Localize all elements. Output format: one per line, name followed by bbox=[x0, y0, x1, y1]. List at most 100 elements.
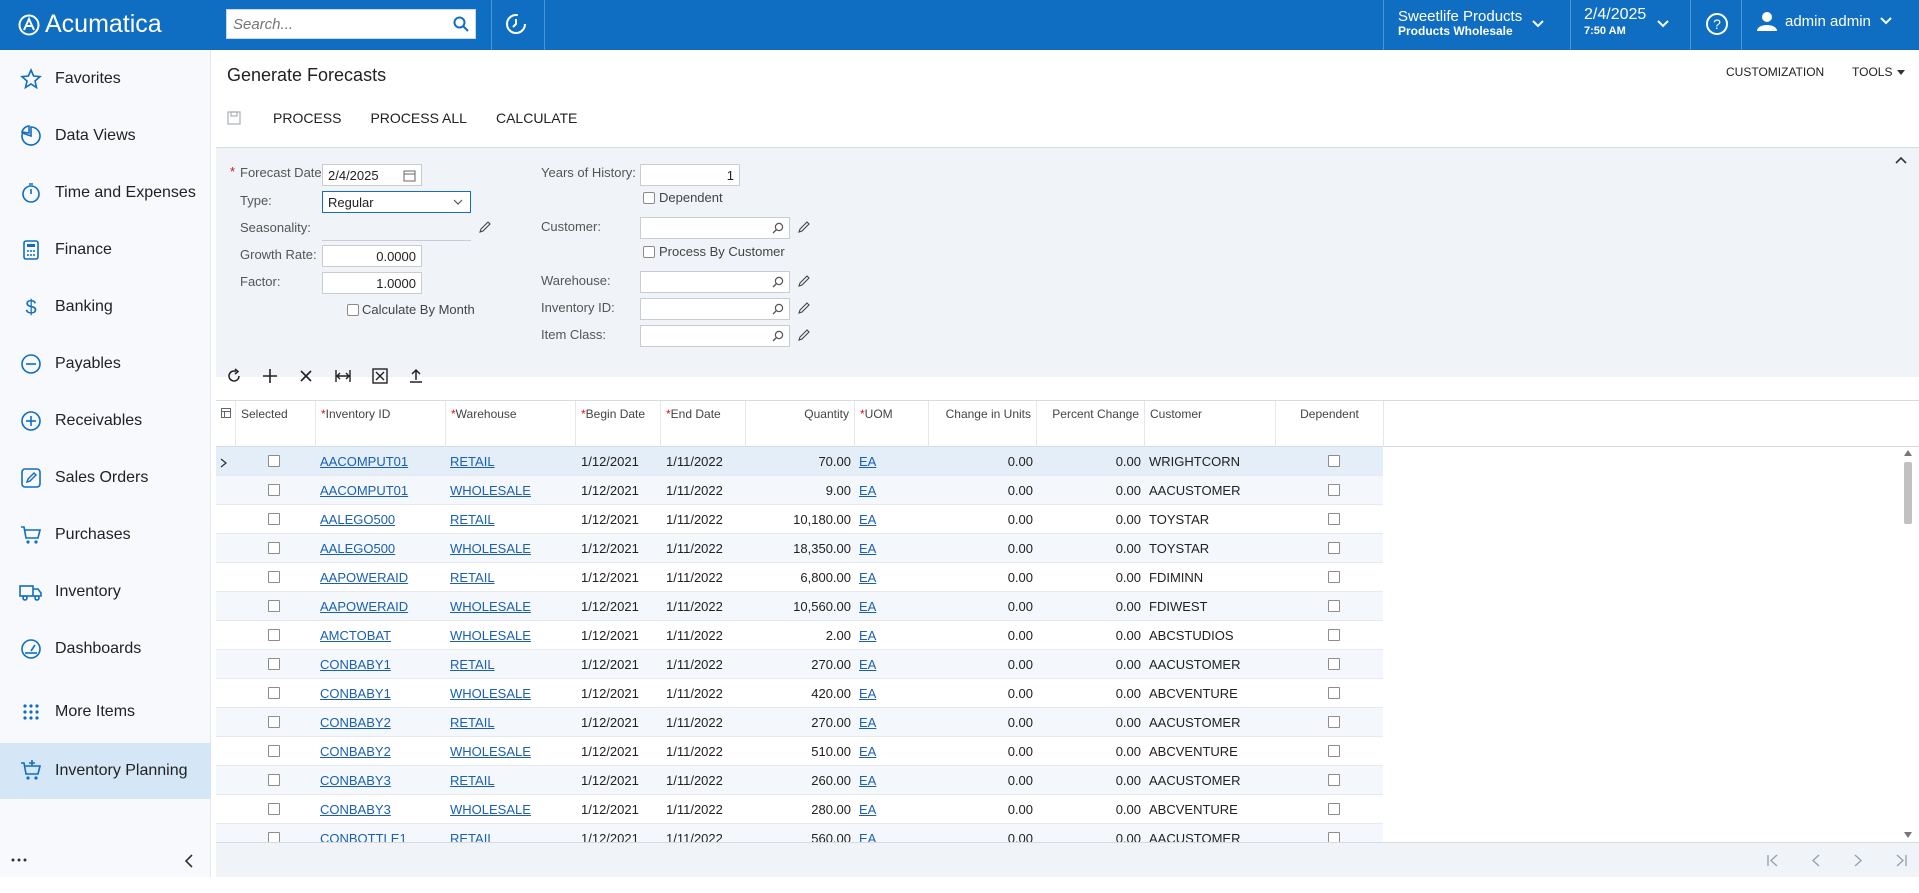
add-row-icon[interactable] bbox=[262, 368, 278, 384]
inventory-id-link[interactable]: AAPOWERAID bbox=[320, 570, 409, 585]
search-icon[interactable] bbox=[772, 276, 784, 288]
table-row[interactable]: AACOMPUT01 WHOLESALE 1/12/2021 1/11/2022 9.0… bbox=[216, 476, 1383, 505]
row-dependent-checkbox[interactable] bbox=[1328, 832, 1340, 842]
customer-field[interactable] bbox=[640, 217, 790, 239]
table-row[interactable]: CONBABY2 WHOLESALE 1/12/2021 1/11/2022 510.0… bbox=[216, 737, 1383, 766]
row-select-checkbox[interactable] bbox=[268, 832, 280, 842]
warehouse-link[interactable]: RETAIL bbox=[450, 657, 495, 672]
table-row[interactable]: CONBOTTLE1 RETAIL 1/12/2021 1/11/2022 560.00… bbox=[216, 824, 1383, 842]
edit-icon[interactable] bbox=[798, 274, 811, 287]
inventory-id-cell[interactable]: AALEGO500 bbox=[320, 541, 395, 556]
inventory-id-cell[interactable]: CONBABY1 bbox=[320, 686, 391, 701]
warehouse-link[interactable]: RETAIL bbox=[450, 715, 495, 730]
table-row[interactable]: CONBABY2 RETAIL 1/12/2021 1/11/2022 270.00 EA… bbox=[216, 708, 1383, 737]
export-excel-icon[interactable] bbox=[372, 368, 388, 384]
inventory-id-cell[interactable]: CONBABY3 bbox=[320, 773, 391, 788]
warehouse-cell[interactable]: WHOLESALE bbox=[450, 541, 531, 556]
calc-by-month-checkbox[interactable] bbox=[347, 304, 359, 316]
sidebar-item-sales-orders[interactable]: Sales Orders bbox=[0, 450, 211, 506]
search-box[interactable] bbox=[226, 9, 476, 39]
inventory-id-cell[interactable]: AAPOWERAID bbox=[320, 570, 408, 585]
uom-link[interactable]: EA bbox=[859, 657, 877, 672]
search-icon[interactable] bbox=[772, 303, 784, 315]
row-select-checkbox[interactable] bbox=[268, 455, 280, 467]
table-row[interactable]: AMCTOBAT WHOLESALE 1/12/2021 1/11/2022 2.00 E… bbox=[216, 621, 1383, 650]
user-menu[interactable]: admin admin bbox=[1757, 11, 1893, 31]
row-dependent-checkbox[interactable] bbox=[1328, 687, 1340, 699]
search-input[interactable] bbox=[233, 15, 443, 33]
row-select-checkbox[interactable] bbox=[268, 513, 280, 525]
uom-link[interactable]: EA bbox=[859, 454, 877, 469]
uom-link[interactable]: EA bbox=[859, 512, 877, 527]
process-by-customer-checkbox[interactable] bbox=[643, 246, 655, 258]
row-select-checkbox[interactable] bbox=[268, 803, 280, 815]
inventory-id-link[interactable]: CONBOTTLE1 bbox=[320, 831, 407, 842]
sidebar-item-more-items[interactable]: More Items bbox=[0, 684, 211, 740]
calendar-icon[interactable] bbox=[403, 169, 416, 182]
uom-link[interactable]: EA bbox=[859, 773, 877, 788]
inventory-id-link[interactable]: CONBABY1 bbox=[320, 657, 391, 672]
warehouse-link[interactable]: WHOLESALE bbox=[450, 541, 531, 556]
row-select-checkbox[interactable] bbox=[268, 542, 280, 554]
row-select-checkbox[interactable] bbox=[268, 687, 280, 699]
dependent-checkbox[interactable] bbox=[643, 192, 655, 204]
uom-cell[interactable]: EA bbox=[859, 744, 876, 759]
warehouse-cell[interactable]: WHOLESALE bbox=[450, 802, 531, 817]
warehouse-link[interactable]: WHOLESALE bbox=[450, 599, 531, 614]
fit-columns-icon[interactable] bbox=[334, 368, 352, 384]
factor-field[interactable]: 1.0000 bbox=[322, 272, 422, 294]
uom-cell[interactable]: EA bbox=[859, 773, 876, 788]
uom-link[interactable]: EA bbox=[859, 686, 877, 701]
uom-link[interactable]: EA bbox=[859, 744, 877, 759]
inventory-id-link[interactable]: AALEGO500 bbox=[320, 512, 396, 527]
warehouse-link[interactable]: WHOLESALE bbox=[450, 628, 531, 643]
warehouse-cell[interactable]: WHOLESALE bbox=[450, 483, 531, 498]
uom-cell[interactable]: EA bbox=[859, 686, 876, 701]
inventory-id-link[interactable]: CONBABY3 bbox=[320, 773, 391, 788]
chevron-down-icon[interactable] bbox=[1656, 19, 1670, 29]
col-end-date[interactable]: *End Date bbox=[661, 401, 746, 447]
sidebar-item-receivables[interactable]: Receivables bbox=[0, 393, 211, 449]
inventory-id-cell[interactable]: CONBABY3 bbox=[320, 802, 391, 817]
row-dependent-checkbox[interactable] bbox=[1328, 542, 1340, 554]
uom-link[interactable]: EA bbox=[859, 831, 877, 842]
warehouse-link[interactable]: WHOLESALE bbox=[450, 483, 531, 498]
uom-cell[interactable]: EA bbox=[859, 483, 876, 498]
row-select-checkbox[interactable] bbox=[268, 600, 280, 612]
inventory-id-link[interactable]: AACOMPUT01 bbox=[320, 483, 409, 498]
inventory-id-cell[interactable]: AAPOWERAID bbox=[320, 599, 408, 614]
col-percent-change[interactable]: Percent Change bbox=[1037, 401, 1145, 447]
warehouse-link[interactable]: WHOLESALE bbox=[450, 744, 531, 759]
vertical-scrollbar[interactable] bbox=[1901, 448, 1915, 893]
sidebar-item-purchases[interactable]: Purchases bbox=[0, 507, 211, 563]
upload-icon[interactable] bbox=[408, 368, 424, 384]
column-settings-icon[interactable] bbox=[221, 408, 231, 418]
forecast-date-field[interactable]: 2/4/2025 bbox=[322, 164, 422, 186]
inventory-id-cell[interactable]: AALEGO500 bbox=[320, 512, 395, 527]
row-dependent-checkbox[interactable] bbox=[1328, 745, 1340, 757]
uom-link[interactable]: EA bbox=[859, 715, 877, 730]
tools-menu-button[interactable]: TOOLS bbox=[1852, 65, 1906, 79]
uom-link[interactable]: EA bbox=[859, 541, 877, 556]
inventory-id-field[interactable] bbox=[640, 298, 790, 320]
sidebar-item-data-views[interactable]: Data Views bbox=[0, 108, 211, 164]
warehouse-link[interactable]: RETAIL bbox=[450, 773, 495, 788]
collapse-sidebar-icon[interactable] bbox=[184, 854, 194, 868]
uom-cell[interactable]: EA bbox=[859, 802, 876, 817]
uom-cell[interactable]: EA bbox=[859, 512, 876, 527]
sidebar-item-dashboards[interactable]: Dashboards bbox=[0, 621, 211, 677]
years-of-history-field[interactable]: 1 bbox=[640, 164, 740, 186]
row-dependent-checkbox[interactable] bbox=[1328, 600, 1340, 612]
row-dependent-checkbox[interactable] bbox=[1328, 484, 1340, 496]
warehouse-link[interactable]: RETAIL bbox=[450, 512, 495, 527]
inventory-id-link[interactable]: AMCTOBAT bbox=[320, 628, 392, 643]
last-page-icon[interactable] bbox=[1894, 854, 1908, 867]
inventory-id-link[interactable]: CONBABY3 bbox=[320, 802, 391, 817]
uom-cell[interactable]: EA bbox=[859, 715, 876, 730]
delete-row-icon[interactable] bbox=[298, 368, 314, 384]
warehouse-link[interactable]: RETAIL bbox=[450, 454, 495, 469]
col-begin-date[interactable]: *Begin Date bbox=[576, 401, 661, 447]
row-dependent-checkbox[interactable] bbox=[1328, 571, 1340, 583]
uom-cell[interactable]: EA bbox=[859, 657, 876, 672]
history-icon[interactable] bbox=[504, 12, 528, 36]
